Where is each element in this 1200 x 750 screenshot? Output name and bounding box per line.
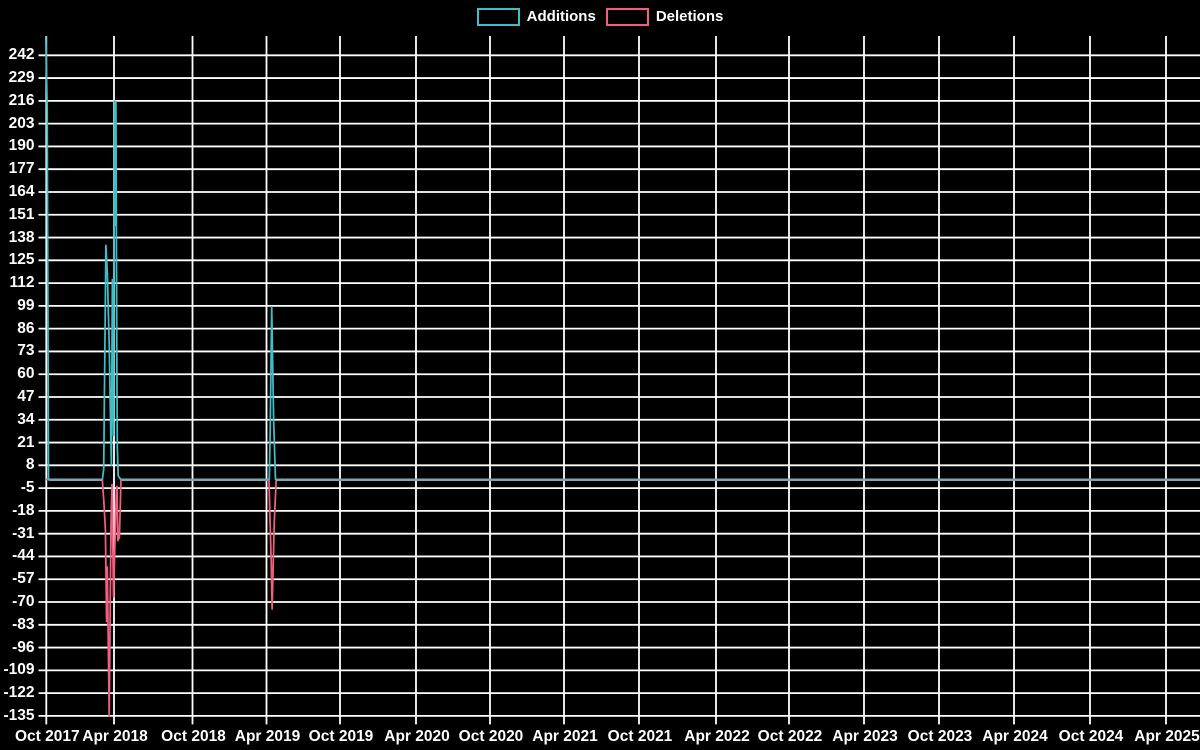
y-tick-label-8: 8 [25,456,35,474]
y-tick-label--96: -96 [12,638,35,656]
y-tick-label--109: -109 [3,661,35,679]
x-tick-label-Oct-2019: Oct 2019 [308,728,374,746]
x-tick-label-Oct-2017: Oct 2017 [14,728,80,746]
x-tick-label-Oct-2020: Oct 2020 [458,728,524,746]
x-tick-label-Oct-2018: Oct 2018 [161,728,226,746]
y-tick-label-86: 86 [17,319,35,337]
y-tick-label-164: 164 [8,182,35,200]
x-tick-label-Apr-2018: Apr 2018 [82,728,148,746]
y-tick-label-60: 60 [17,365,35,383]
horizontal-gridlines [38,54,1200,717]
y-tick-label--83: -83 [12,615,35,633]
x-tick-label-Apr-2024: Apr 2024 [982,728,1048,746]
y-tick-label-177: 177 [8,160,35,178]
y-tick-label-47: 47 [17,387,35,405]
y-tick-label--122: -122 [3,684,35,702]
x-tick-label-Apr-2023: Apr 2023 [832,728,898,746]
y-tick-label--70: -70 [12,593,35,610]
y-tick-label-229: 229 [8,69,35,87]
deletions-line [45,478,1200,717]
y-tick-label-138: 138 [8,228,35,246]
additions-line [44,36,1200,481]
x-tick-label-Oct-2021: Oct 2021 [607,728,673,746]
y-tick-label--18: -18 [12,501,35,519]
y-tick-label--44: -44 [12,547,35,565]
y-tick-label--135: -135 [3,706,35,724]
x-tick-label-Apr-2022: Apr 2022 [684,728,750,746]
vertical-gridlines [45,36,1167,725]
x-tick-label-Oct-2024: Oct 2024 [1058,728,1124,746]
y-tick-label-151: 151 [8,205,35,223]
y-tick-label--5: -5 [20,479,35,497]
y-tick-label--31: -31 [12,524,35,542]
y-tick-label--57: -57 [12,570,35,588]
x-tick-label-Oct-2022: Oct 2022 [757,728,823,746]
x-tick-label-Apr-2025: Apr 2025 [1134,728,1200,746]
y-tick-label-34: 34 [17,410,35,428]
y-tick-label-73: 73 [17,342,35,360]
x-tick-label-Apr-2021: Apr 2021 [532,728,598,746]
y-tick-label-203: 203 [8,114,35,132]
y-tick-label-242: 242 [8,46,35,64]
y-tick-label-99: 99 [17,296,35,314]
x-tick-label-Oct-2023: Oct 2023 [907,728,973,746]
x-tick-label-Apr-2019: Apr 2019 [234,728,301,746]
y-tick-label-125: 125 [8,251,35,269]
y-tick-label-216: 216 [8,91,35,109]
x-tick-label-Apr-2020: Apr 2020 [384,728,450,746]
y-tick-label-190: 190 [8,137,35,155]
y-tick-label-21: 21 [17,433,35,451]
y-tick-label-112: 112 [9,274,35,292]
